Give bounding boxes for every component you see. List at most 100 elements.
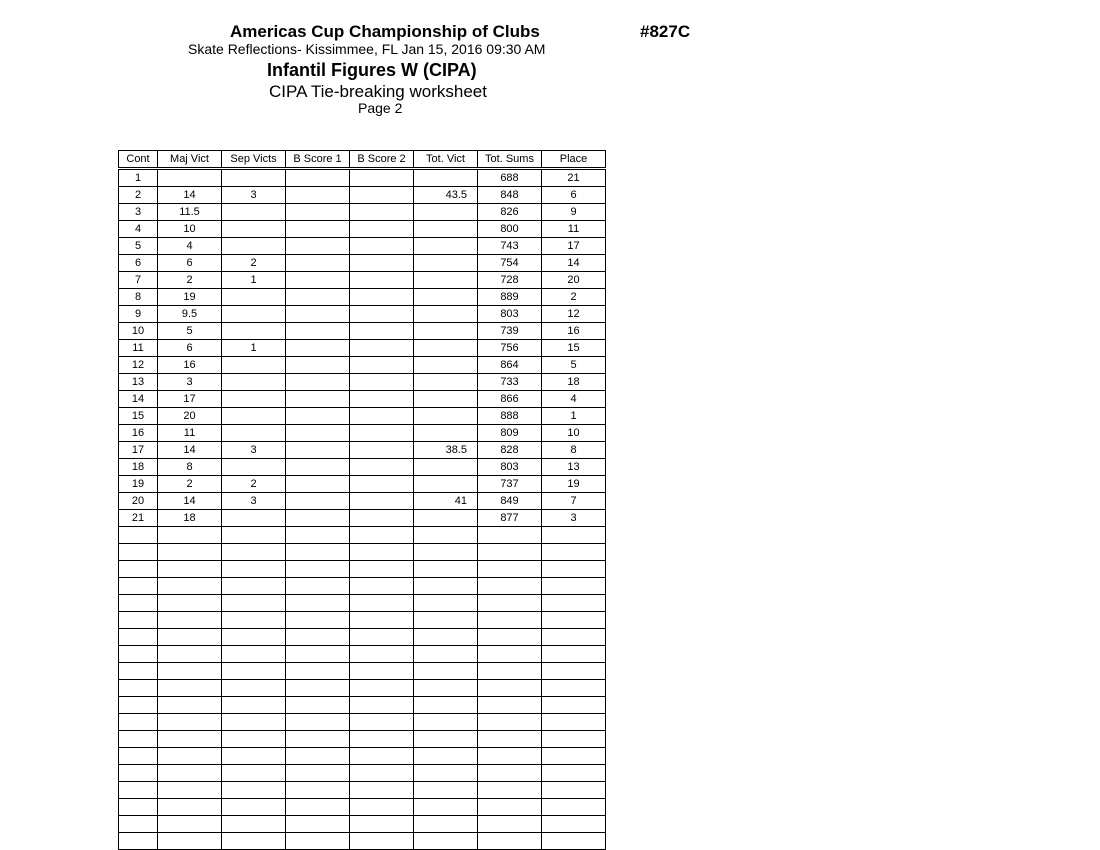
table-cell	[157, 560, 222, 578]
table-cell	[349, 186, 414, 204]
table-cell	[413, 390, 478, 408]
empty-row	[118, 577, 606, 595]
table-cell	[285, 611, 350, 629]
table-cell	[221, 220, 286, 238]
table-cell: 5	[157, 322, 222, 340]
empty-row	[118, 543, 606, 561]
table-cell: 12	[118, 356, 158, 374]
table-cell: 4	[118, 220, 158, 238]
table-cell	[413, 254, 478, 272]
table-cell	[221, 288, 286, 306]
report-code: #827C	[640, 22, 691, 41]
table-cell	[285, 441, 350, 459]
table-cell	[541, 560, 606, 578]
table-cell	[157, 781, 222, 799]
table-cell	[413, 611, 478, 629]
table-cell	[118, 526, 158, 544]
table-cell: 2	[157, 271, 222, 289]
table-row: 16 11 809 10	[118, 424, 606, 442]
table-cell	[349, 628, 414, 646]
table-cell	[349, 441, 414, 459]
table-cell: 877	[477, 509, 542, 527]
table-cell	[413, 271, 478, 289]
table-cell: 2	[541, 288, 606, 306]
table-cell	[157, 679, 222, 697]
table-cell	[118, 832, 158, 850]
empty-row	[118, 764, 606, 782]
table-cell	[541, 628, 606, 646]
table-cell: 688	[477, 168, 542, 187]
event-name: Infantil Figures W (CIPA)	[267, 60, 477, 80]
table-cell	[413, 356, 478, 374]
table-cell	[221, 713, 286, 731]
table-cell	[285, 271, 350, 289]
table-cell: 17	[541, 237, 606, 255]
table-cell	[285, 526, 350, 544]
table-cell	[349, 526, 414, 544]
table-cell	[349, 271, 414, 289]
table-cell	[118, 611, 158, 629]
table-row: 17 14 3 38.5 828 8	[118, 441, 606, 459]
table-cell: 803	[477, 458, 542, 476]
table-cell: 848	[477, 186, 542, 204]
table-cell	[413, 594, 478, 612]
table-cell	[221, 730, 286, 748]
table-cell	[221, 594, 286, 612]
table-cell: 10	[118, 322, 158, 340]
table-cell	[221, 424, 286, 442]
table-cell	[541, 594, 606, 612]
table-cell	[477, 662, 542, 680]
table-cell	[349, 832, 414, 850]
table-cell	[413, 832, 478, 850]
table-cell: 3	[118, 203, 158, 221]
table-cell	[118, 713, 158, 731]
table-cell	[285, 288, 350, 306]
table-cell	[349, 815, 414, 833]
table-cell: 849	[477, 492, 542, 510]
table-cell	[413, 526, 478, 544]
table-cell	[349, 168, 414, 187]
table-cell	[349, 475, 414, 493]
table-cell	[118, 679, 158, 697]
table-cell	[349, 611, 414, 629]
table-cell	[349, 747, 414, 765]
table-cell	[221, 662, 286, 680]
table-cell: 9	[118, 305, 158, 323]
table-cell	[413, 458, 478, 476]
table-row: 19 2 2 737 19	[118, 475, 606, 493]
table-cell: 18	[118, 458, 158, 476]
table-cell	[541, 577, 606, 595]
table-cell: 18	[157, 509, 222, 527]
table-cell	[221, 458, 286, 476]
table-cell: 21	[118, 509, 158, 527]
table-cell	[349, 356, 414, 374]
table-cell	[285, 390, 350, 408]
table-cell: 19	[157, 288, 222, 306]
table-cell	[541, 747, 606, 765]
table-cell: 8	[541, 441, 606, 459]
table-cell	[349, 390, 414, 408]
table-cell: 1	[221, 339, 286, 357]
table-cell	[285, 168, 350, 187]
column-header: Cont	[118, 150, 158, 170]
table-cell	[349, 492, 414, 510]
table-cell	[221, 645, 286, 663]
table-cell: 6	[541, 186, 606, 204]
table-cell	[157, 526, 222, 544]
empty-row	[118, 832, 606, 850]
table-cell: 17	[157, 390, 222, 408]
table-cell	[349, 730, 414, 748]
table-cell: 15	[541, 339, 606, 357]
table-cell	[413, 781, 478, 799]
table-cell: 16	[118, 424, 158, 442]
table-cell	[157, 798, 222, 816]
table-cell	[541, 815, 606, 833]
table-row: 6 6 2 754 14	[118, 254, 606, 272]
table-cell	[413, 798, 478, 816]
table-row: 20 14 3 41 849 7	[118, 492, 606, 510]
table-cell	[477, 832, 542, 850]
table-cell	[477, 781, 542, 799]
table-cell: 20	[541, 271, 606, 289]
empty-row	[118, 645, 606, 663]
